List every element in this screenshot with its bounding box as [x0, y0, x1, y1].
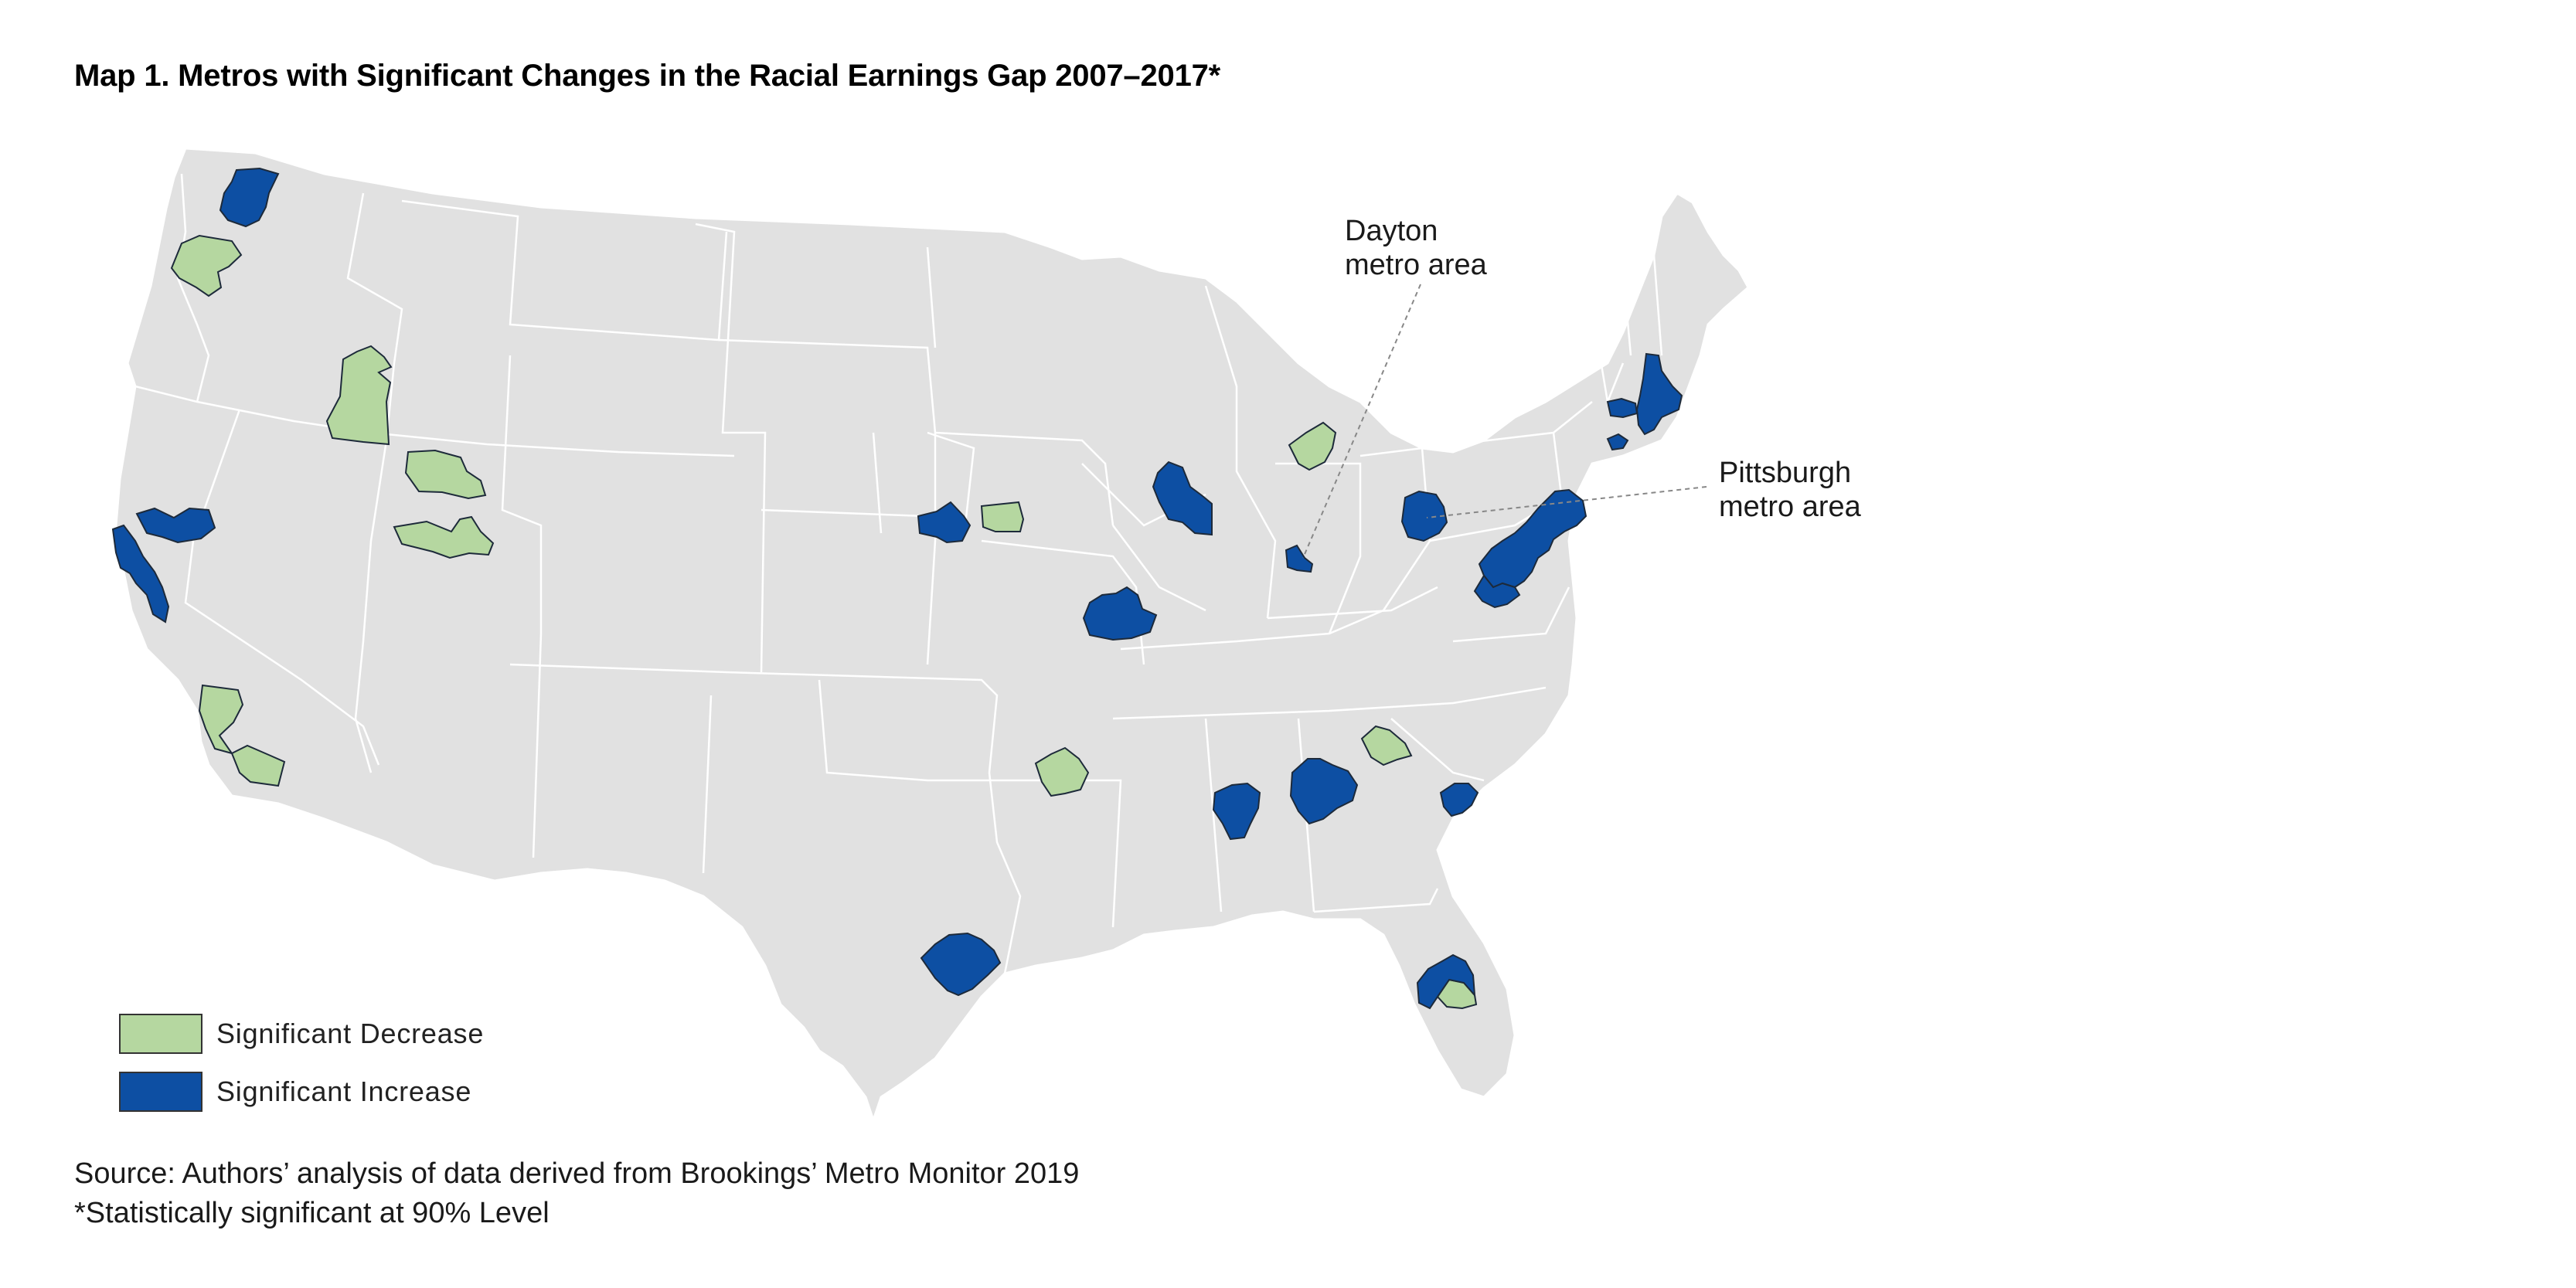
metro-baltimore-washington[interactable]: [1473, 574, 1521, 609]
metro-portland[interactable]: [170, 234, 243, 297]
metro-houston[interactable]: [920, 932, 1002, 997]
legend-increase: Significant Increase: [119, 1071, 471, 1113]
us-landmass: [114, 147, 1750, 1124]
source-note: Source: Authors’ analysis of data derive…: [74, 1157, 1080, 1190]
legend-swatch-increase: [119, 1072, 202, 1112]
pittsburgh-leader-line: [1426, 486, 1707, 518]
significant-increase-metros: [111, 167, 1683, 1010]
metro-st-louis[interactable]: [1082, 586, 1158, 641]
metro-bakersfield[interactable]: [198, 684, 244, 755]
metro-omaha[interactable]: [917, 501, 972, 544]
metro-seattle[interactable]: [219, 167, 280, 228]
metro-los-angeles[interactable]: [230, 744, 286, 787]
metro-boise[interactable]: [325, 345, 393, 446]
dayton-callout: Dayton metro area: [1345, 215, 1487, 281]
metro-dayton[interactable]: [1285, 544, 1314, 573]
metro-orlando[interactable]: [1416, 953, 1476, 1010]
footnote: *Statistically significant at 90% Level: [74, 1197, 550, 1229]
legend-decrease: Significant Decrease: [119, 1013, 484, 1055]
map-title: Map 1. Metros with Significant Changes i…: [74, 59, 1221, 93]
metro-san-francisco[interactable]: [111, 524, 170, 624]
metro-des-moines[interactable]: [980, 501, 1025, 532]
pittsburgh-callout: Pittsburgh metro area: [1719, 457, 1861, 523]
metro-charleston[interactable]: [1439, 783, 1479, 817]
metro-sacramento[interactable]: [135, 507, 216, 544]
legend-label-decrease: Significant Decrease: [216, 1018, 485, 1049]
metro-hartford-springfield[interactable]: [1635, 352, 1683, 436]
metro-grand-rapids[interactable]: [1288, 421, 1337, 471]
metro-pittsburgh[interactable]: [1400, 490, 1448, 542]
metro-new-haven[interactable]: [1606, 433, 1629, 451]
metro-birmingham[interactable]: [1212, 782, 1261, 841]
significant-decrease-metros: [170, 234, 1478, 1010]
state-borders: [134, 173, 1663, 974]
metro-salt-lake-city[interactable]: [393, 515, 495, 559]
metro-harrisburg-philadelphia[interactable]: [1478, 488, 1587, 589]
metro-ogden[interactable]: [404, 449, 487, 500]
legend-swatch-decrease: [119, 1014, 202, 1054]
legend-label-increase: Significant Increase: [216, 1076, 472, 1107]
metro-greenville-sc[interactable]: [1360, 725, 1413, 766]
metro-little-rock[interactable]: [1034, 746, 1090, 797]
metro-chicago[interactable]: [1152, 460, 1213, 536]
metro-atlanta[interactable]: [1289, 758, 1359, 825]
dayton-leader-line: [1302, 284, 1421, 559]
metro-albany[interactable]: [1606, 397, 1638, 419]
